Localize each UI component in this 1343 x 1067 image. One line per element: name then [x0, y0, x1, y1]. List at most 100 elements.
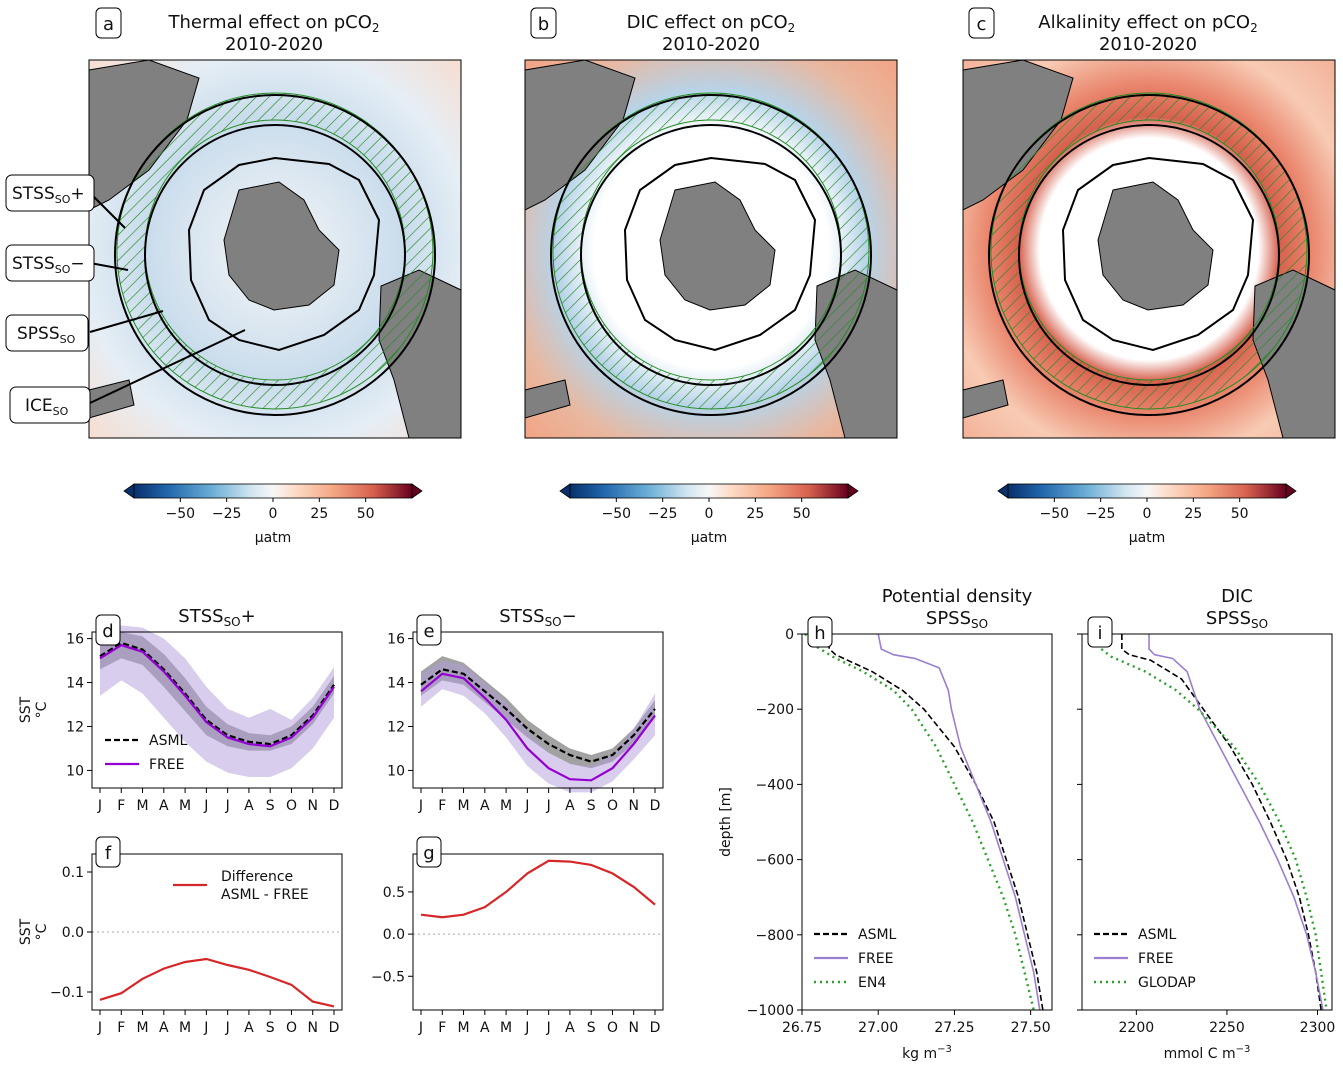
- colorbar-a: −50 −25 0 25 50 µatm: [123, 483, 423, 546]
- x-tick-label: A: [480, 1020, 490, 1036]
- x-axis-label: kg m−3: [902, 1044, 952, 1062]
- colorbars: −50 −25 0 25 50 µatm −50 −25 0 25 50 µatm −50 −25 0 25 5…: [123, 483, 1297, 546]
- panel-letter-box: [416, 836, 442, 868]
- region-label-box: [5, 244, 95, 282]
- legend-label-asml: ASML: [858, 927, 897, 943]
- x-tick-label: N: [628, 798, 638, 814]
- front-inner: [1018, 124, 1280, 386]
- colorbar-tick-label: 0: [1143, 506, 1152, 522]
- x-tick-label: 26.75: [782, 1020, 822, 1036]
- colorbar-c: −50 −25 0 25 50 µatm: [997, 483, 1297, 546]
- x-tick-label: 27.50: [1011, 1020, 1051, 1036]
- plot-area: [413, 854, 663, 1010]
- plot-frame: [1081, 633, 1333, 1011]
- series-line-glodap: [1091, 633, 1328, 1011]
- legend: Difference ASML - FREE: [173, 869, 309, 903]
- colorbar-max-arrow: [847, 483, 859, 499]
- panel-letter-box: [95, 836, 121, 868]
- colorbar-bar: [569, 483, 849, 499]
- colorbar-tick-label: 25: [746, 506, 764, 522]
- y-tick-label: 16: [66, 632, 84, 648]
- x-tick-label: D: [329, 798, 340, 814]
- y-tick-label: 0: [785, 627, 794, 643]
- x-tick-label: J: [546, 798, 551, 814]
- x-tick-label: J: [225, 798, 230, 814]
- legend-label-line2: ASML - FREE: [221, 887, 309, 903]
- colorbar-bar: [1007, 483, 1287, 499]
- colorbar-min-arrow: [123, 483, 135, 499]
- series-line-free: [420, 672, 656, 782]
- colorbar-tick-label: −50: [602, 506, 632, 522]
- series-line-free: [877, 633, 1041, 1011]
- x-tick-label: 27.00: [858, 1020, 898, 1036]
- panel-letter: c: [977, 14, 987, 35]
- antarctica: [659, 181, 776, 311]
- y-tick-label: −1000: [747, 1003, 794, 1019]
- x-tick-label: N: [307, 798, 317, 814]
- x-tick-label: F: [117, 798, 125, 814]
- x-tick-label: D: [650, 1020, 661, 1036]
- panel-letter: i: [1097, 623, 1102, 644]
- x-tick-label: D: [650, 798, 661, 814]
- x-tick-label: S: [266, 1020, 275, 1036]
- colorbar-label: µatm: [1129, 530, 1166, 546]
- panel-letter-box: [1087, 616, 1113, 648]
- y-tick-label: −0.1: [50, 985, 84, 1001]
- x-tick-label: O: [607, 798, 618, 814]
- x-tick-label: M: [136, 798, 148, 814]
- x-tick-label: M: [457, 1020, 469, 1036]
- legend-label-glodap: GLODAP: [1138, 975, 1196, 991]
- colorbar-label: µatm: [255, 530, 292, 546]
- x-tick-label: 2200: [1119, 1020, 1155, 1036]
- plot-frame: [412, 631, 664, 789]
- series-line-asml: [99, 641, 335, 746]
- chart-panel-g: J F M A M J J A S O N D−0.50.00.5g: [371, 836, 664, 1036]
- x-tick-label: M: [500, 1020, 512, 1036]
- map-title-a: a Thermal effect on pCO2 2010-2020: [95, 7, 380, 55]
- series-line-free: [1148, 634, 1324, 1011]
- y-tick-label: −600: [756, 853, 794, 869]
- y-tick-label: 0.0: [383, 927, 405, 943]
- y-tick-label: −800: [756, 928, 794, 944]
- plot-frame: [412, 853, 664, 1011]
- x-tick-label: A: [565, 798, 575, 814]
- x-tick-label: F: [438, 798, 446, 814]
- x-tick-label: D: [329, 1020, 340, 1036]
- colorbar-b: −50 −25 0 25 50 µatm: [559, 483, 859, 546]
- pointer-line: [89, 310, 164, 333]
- y-tick-label: −200: [756, 702, 794, 718]
- antarctica: [1097, 181, 1214, 311]
- front-outer: [988, 94, 1310, 416]
- x-axis-label: mmol C m−3: [1164, 1044, 1251, 1062]
- series-line-difference-asml-free: [99, 957, 335, 1008]
- region-label-box: [5, 314, 89, 352]
- region-label-box: [9, 386, 91, 424]
- colorbar-max-arrow: [411, 483, 423, 499]
- panel-letter: f: [105, 843, 112, 864]
- x-tick-label: J: [418, 798, 423, 814]
- panel-letter: a: [103, 14, 114, 35]
- y-tick-label: 10: [387, 763, 405, 779]
- front-inner: [144, 124, 406, 386]
- colorbar-min-arrow: [997, 483, 1009, 499]
- region-label-box: [5, 174, 95, 212]
- colorbar-tick-label: −25: [648, 506, 678, 522]
- ice-edge: [1061, 156, 1255, 352]
- antarctica: [223, 181, 340, 311]
- panel-letter: d: [102, 621, 113, 642]
- panel-letter-box: [95, 614, 121, 646]
- chart-title-line2: SPSSSO: [926, 608, 988, 631]
- series-line-difference: [420, 859, 656, 919]
- region-label-ice: ICESO: [25, 396, 69, 418]
- y-axis-label: SST°C: [18, 918, 50, 945]
- map-title-line1: Thermal effect on pCO2: [167, 12, 379, 35]
- x-tick-label: 2250: [1209, 1020, 1245, 1036]
- x-tick-label: J: [203, 1020, 208, 1036]
- x-tick-label: A: [565, 1020, 575, 1036]
- x-tick-label: J: [225, 1020, 230, 1036]
- colorbar-tick-label: −50: [1040, 506, 1070, 522]
